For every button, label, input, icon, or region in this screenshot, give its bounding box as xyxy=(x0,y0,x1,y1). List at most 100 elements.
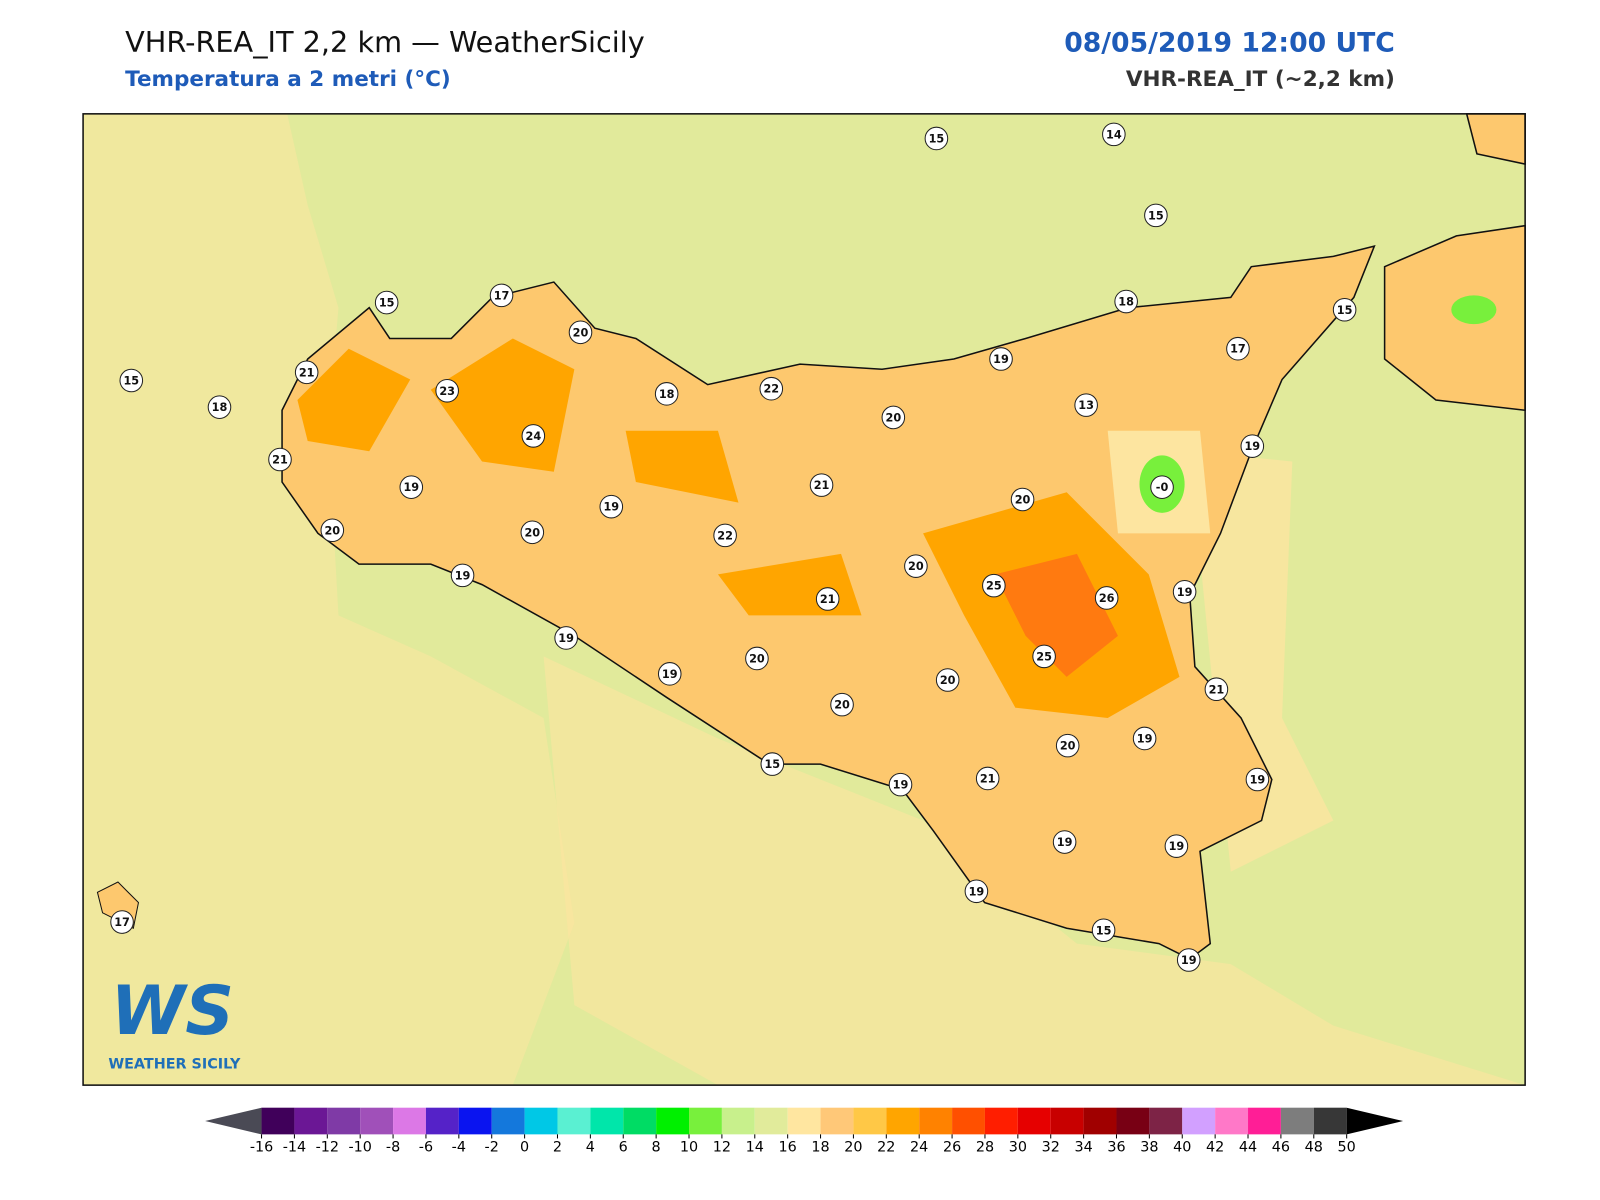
station-value: 15 xyxy=(1096,924,1112,937)
colorbar-tick-label: -12 xyxy=(316,1140,339,1156)
colorbar-bin xyxy=(425,1107,459,1135)
colorbar-tick-label: 24 xyxy=(910,1140,928,1156)
station-marker xyxy=(1091,918,1116,943)
colorbar-bin xyxy=(919,1107,953,1135)
station-marker xyxy=(809,473,834,497)
colorbar-bin xyxy=(1050,1107,1084,1135)
colorbar-tick-label: 50 xyxy=(1338,1140,1356,1156)
station-marker xyxy=(207,395,232,419)
logo-mark: WS xyxy=(111,971,234,1050)
station-value: 19 xyxy=(1169,840,1185,853)
station-value: 15 xyxy=(1148,209,1164,222)
station-marker xyxy=(489,283,514,308)
station-marker xyxy=(760,752,785,776)
warm-zone xyxy=(297,338,1180,718)
station-marker xyxy=(904,554,928,578)
station-marker xyxy=(1172,579,1197,604)
colorbar-tick-label: -4 xyxy=(452,1140,466,1156)
station-value: 22 xyxy=(717,529,733,542)
colorbar-tick-label: 22 xyxy=(877,1140,895,1156)
colorbar-tick-label: 8 xyxy=(652,1140,661,1156)
colorbar-tick-label: 34 xyxy=(1074,1140,1092,1156)
station-marker xyxy=(1132,726,1157,751)
colorbar-bin xyxy=(590,1107,624,1135)
station-value: 19 xyxy=(969,885,985,898)
colorbar-bin xyxy=(721,1107,755,1135)
colorbar-tick-label: -8 xyxy=(386,1140,400,1156)
colorbar-bin xyxy=(261,1107,295,1135)
station-marker xyxy=(1052,830,1077,854)
colorbar-tick-label: 0 xyxy=(520,1140,529,1156)
station-marker xyxy=(982,573,1006,598)
station-marker xyxy=(268,447,292,472)
colorbar-tick-label: 46 xyxy=(1272,1140,1290,1156)
station-marker xyxy=(1226,336,1250,361)
colorbar-bin xyxy=(393,1107,426,1135)
station-value: 21 xyxy=(299,366,315,379)
colorbar-tick-label: 2 xyxy=(553,1140,562,1156)
station-marker xyxy=(1094,586,1119,610)
colorbar-bin xyxy=(820,1107,854,1135)
station-marker xyxy=(374,290,399,315)
station-marker xyxy=(1074,393,1098,417)
station-value: 13 xyxy=(1078,399,1094,412)
colorbar-bin xyxy=(1017,1107,1051,1135)
station-marker xyxy=(1150,475,1174,499)
station-marker xyxy=(1164,834,1189,858)
station-value: 20 xyxy=(524,526,540,539)
station-value: 22 xyxy=(763,383,779,396)
colorbar-tick-label: -16 xyxy=(250,1140,273,1156)
colorbar-bin xyxy=(327,1107,361,1135)
station-marker xyxy=(657,662,682,686)
station-value: 18 xyxy=(1118,296,1134,309)
colorbar-tick-label: 38 xyxy=(1140,1140,1158,1156)
colorbar-bin xyxy=(360,1107,394,1135)
colorbar-tick-label: 10 xyxy=(680,1140,698,1156)
station-marker xyxy=(119,368,144,393)
station-marker xyxy=(713,523,737,548)
station-marker xyxy=(964,879,989,904)
station-value: 20 xyxy=(1015,494,1031,507)
colorbar-tick-label: 6 xyxy=(619,1140,628,1156)
colorbar-bin xyxy=(754,1107,788,1135)
station-marker xyxy=(924,126,949,151)
colorbar-tick-label: 16 xyxy=(779,1140,797,1156)
station-value: 19 xyxy=(403,481,419,494)
station-value: 19 xyxy=(1137,732,1153,745)
title: VHR-REA_IT 2,2 km — WeatherSicily xyxy=(125,25,645,59)
station-value: 14 xyxy=(1106,128,1122,141)
stations: 15 14 15 15 17 20 18 15 17 19 21 23 18 22 20 13 15 18 24 19… xyxy=(110,122,1357,972)
station-marker xyxy=(1144,203,1168,228)
station-value: 21 xyxy=(814,479,830,492)
station-value: 19 xyxy=(1181,954,1197,967)
station-marker xyxy=(1114,289,1138,314)
station-value: 19 xyxy=(558,632,574,645)
station-value: 15 xyxy=(929,132,945,145)
colorbar-bin xyxy=(1083,1107,1117,1135)
station-value: 20 xyxy=(324,524,340,537)
station-value: 19 xyxy=(455,569,471,582)
station-value: 15 xyxy=(379,297,395,310)
colorbar-tick-label: 12 xyxy=(713,1140,731,1156)
station-value: 21 xyxy=(1209,683,1225,696)
warm-sea-band xyxy=(543,656,1526,1086)
colorbar-bin xyxy=(1182,1107,1216,1135)
station-marker xyxy=(1102,122,1126,147)
colorbar-bin xyxy=(689,1107,722,1135)
colorbar-bin xyxy=(491,1107,525,1135)
station-value: 23 xyxy=(439,385,455,398)
colorbar-tick-label: 28 xyxy=(976,1140,994,1156)
colorbar-bin xyxy=(1149,1107,1183,1135)
hot-zone xyxy=(994,553,1118,677)
station-marker xyxy=(294,360,319,385)
station-value: 25 xyxy=(986,580,1002,593)
colorbar-tick-label: 48 xyxy=(1305,1140,1323,1156)
station-marker xyxy=(989,347,1013,371)
colorbar-bin xyxy=(984,1107,1018,1135)
station-marker xyxy=(520,520,545,545)
station-value: 15 xyxy=(123,375,139,388)
station-marker xyxy=(935,668,960,692)
station-marker xyxy=(830,692,854,717)
